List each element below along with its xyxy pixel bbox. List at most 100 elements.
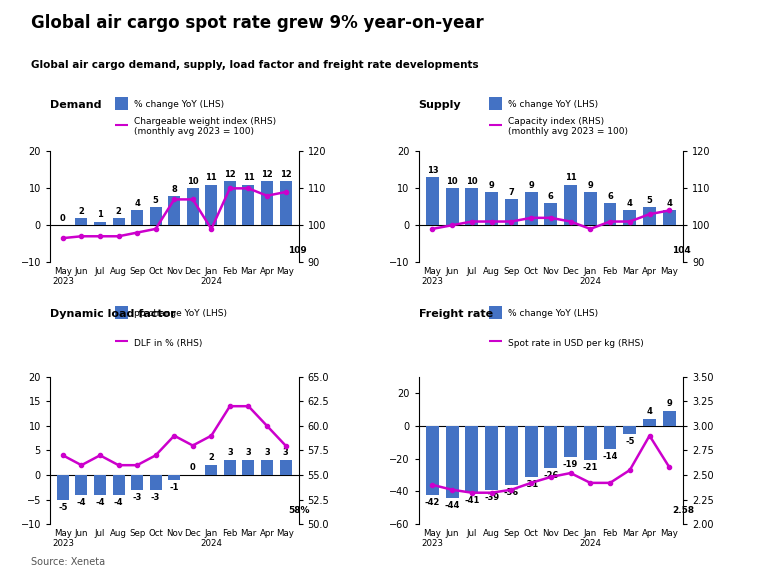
Bar: [113, 475, 124, 495]
Text: -1: -1: [170, 483, 179, 492]
Text: 6: 6: [548, 192, 554, 201]
Text: DLF in % (RHS): DLF in % (RHS): [134, 339, 202, 347]
Text: Source: Xeneta: Source: Xeneta: [31, 558, 105, 567]
Bar: [643, 419, 656, 426]
Bar: [426, 177, 439, 225]
Text: 5: 5: [647, 196, 653, 204]
Text: 3: 3: [264, 448, 270, 457]
Text: Global air cargo spot rate grew 9% year-on-year: Global air cargo spot rate grew 9% year-…: [31, 14, 484, 32]
Text: -26: -26: [543, 471, 558, 480]
Text: 3: 3: [283, 448, 289, 457]
Text: 109: 109: [288, 247, 307, 255]
Bar: [168, 475, 180, 480]
Text: 13: 13: [426, 166, 439, 175]
Text: 4: 4: [134, 199, 140, 209]
Text: 8: 8: [171, 184, 177, 194]
Bar: [261, 460, 273, 475]
Text: 12: 12: [280, 170, 291, 179]
Text: -21: -21: [583, 463, 598, 472]
Bar: [205, 465, 217, 475]
Bar: [280, 181, 292, 225]
Text: -3: -3: [151, 492, 161, 502]
Text: 12: 12: [261, 170, 273, 179]
Bar: [584, 426, 597, 460]
Text: Freight rate: Freight rate: [419, 309, 493, 320]
Text: Dynamic load factor: Dynamic load factor: [50, 309, 176, 320]
Bar: [57, 475, 69, 499]
Text: 4: 4: [627, 199, 633, 209]
Bar: [545, 203, 558, 225]
Text: -39: -39: [484, 492, 499, 502]
Bar: [564, 185, 577, 225]
Bar: [663, 411, 676, 426]
Text: 2.58: 2.58: [672, 506, 694, 516]
Bar: [131, 475, 143, 490]
Text: 1: 1: [97, 210, 103, 219]
Text: 3: 3: [246, 448, 251, 457]
Text: -4: -4: [95, 498, 104, 507]
Bar: [485, 192, 498, 225]
Bar: [604, 203, 617, 225]
Text: 9: 9: [667, 399, 672, 408]
Text: 4: 4: [667, 199, 672, 209]
Bar: [94, 475, 106, 495]
Text: -3: -3: [132, 492, 142, 502]
Bar: [243, 460, 254, 475]
Text: Capacity index (RHS)
(monthly avg 2023 = 100): Capacity index (RHS) (monthly avg 2023 =…: [508, 117, 627, 136]
Bar: [205, 185, 217, 225]
Text: 11: 11: [206, 173, 217, 183]
Text: % change YoY (LHS): % change YoY (LHS): [134, 100, 224, 109]
Bar: [545, 426, 558, 468]
Text: -4: -4: [114, 498, 124, 507]
Text: 9: 9: [528, 181, 534, 190]
Bar: [131, 210, 143, 225]
Text: -44: -44: [445, 501, 460, 510]
Text: 104: 104: [672, 247, 691, 255]
Text: -4: -4: [77, 498, 86, 507]
Text: 0: 0: [60, 214, 66, 223]
Text: 58%: 58%: [288, 506, 310, 516]
Bar: [584, 192, 597, 225]
Text: % change YoY (LHS): % change YoY (LHS): [508, 309, 598, 317]
Bar: [525, 426, 538, 477]
Text: -36: -36: [504, 488, 519, 497]
Bar: [150, 207, 162, 225]
Text: 11: 11: [243, 173, 254, 183]
Bar: [604, 426, 617, 449]
Bar: [75, 218, 88, 225]
Text: Spot rate in USD per kg (RHS): Spot rate in USD per kg (RHS): [508, 339, 644, 347]
Text: -5: -5: [625, 437, 634, 446]
Text: -19: -19: [563, 460, 578, 469]
Text: 10: 10: [446, 177, 458, 186]
Bar: [187, 188, 199, 225]
Text: -31: -31: [524, 480, 538, 488]
Text: -5: -5: [58, 502, 68, 511]
Bar: [223, 460, 236, 475]
Text: Supply: Supply: [419, 100, 462, 110]
Text: 3: 3: [227, 448, 233, 457]
Bar: [150, 475, 162, 490]
Bar: [243, 185, 254, 225]
Text: 7: 7: [508, 188, 515, 197]
Text: 12: 12: [224, 170, 236, 179]
Text: 2: 2: [78, 207, 84, 215]
Bar: [624, 426, 636, 434]
Text: Demand: Demand: [50, 100, 101, 110]
Text: % change YoY (LHS): % change YoY (LHS): [508, 100, 598, 109]
Text: 10: 10: [187, 177, 199, 186]
Text: -14: -14: [602, 452, 617, 461]
Bar: [168, 196, 180, 225]
Bar: [485, 426, 498, 490]
Text: 11: 11: [564, 173, 577, 183]
Bar: [261, 181, 273, 225]
Bar: [426, 426, 439, 495]
Text: 5: 5: [153, 196, 159, 204]
Bar: [624, 210, 636, 225]
Bar: [465, 188, 478, 225]
Text: Chargeable weight index (RHS)
(monthly avg 2023 = 100): Chargeable weight index (RHS) (monthly a…: [134, 117, 276, 136]
Bar: [75, 475, 88, 495]
Bar: [663, 210, 676, 225]
Text: -41: -41: [464, 496, 479, 505]
Bar: [643, 207, 656, 225]
Bar: [505, 426, 518, 485]
